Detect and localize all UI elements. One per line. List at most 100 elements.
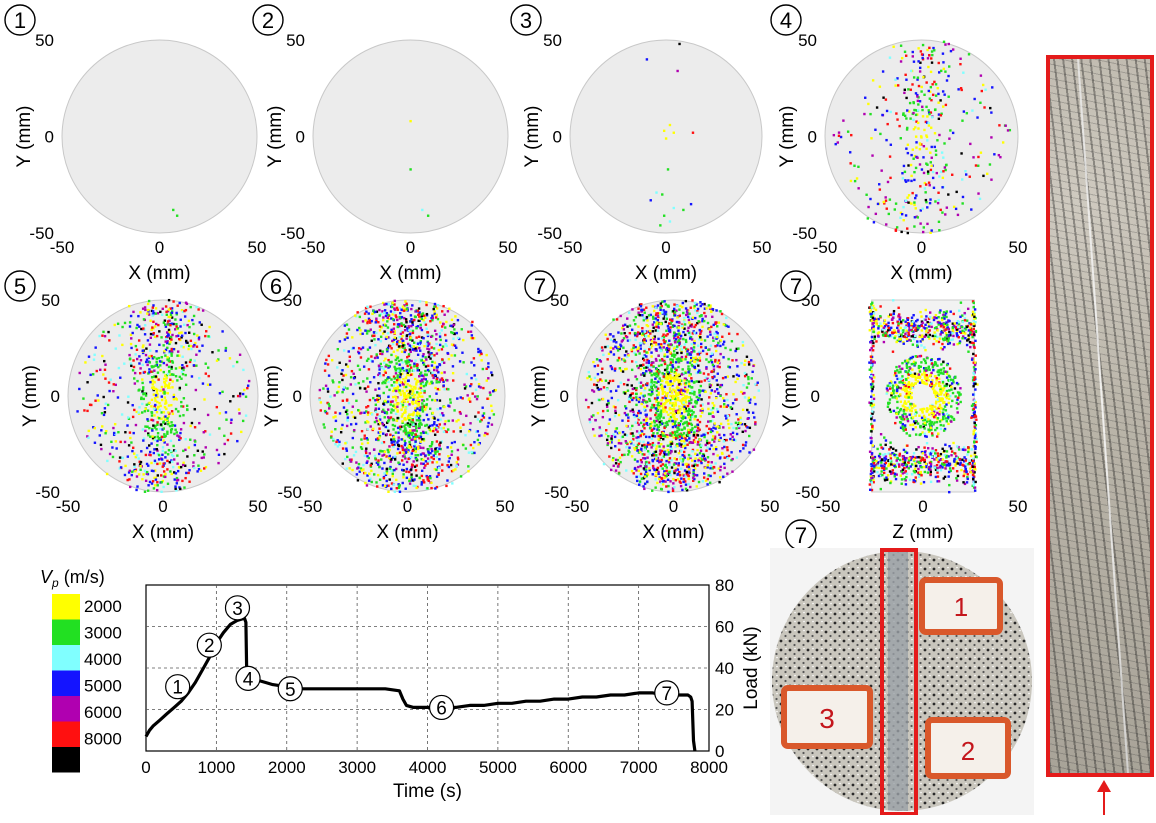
ae-event-point — [912, 118, 915, 122]
ae-event-point — [230, 418, 233, 421]
ae-event-point — [401, 420, 404, 423]
ae-event-point — [687, 380, 691, 383]
ae-event-point — [329, 395, 332, 398]
ae-event-point — [702, 454, 706, 457]
ae-event-point — [664, 480, 667, 483]
ae-event-point — [445, 387, 449, 391]
ae-event-point — [406, 450, 409, 454]
ae-event-point — [418, 445, 421, 448]
ae-event-point — [134, 344, 138, 348]
ae-event-point — [654, 343, 658, 346]
ae-event-point — [384, 324, 388, 327]
ae-event-point — [148, 355, 151, 358]
ae-event-point — [754, 421, 757, 424]
ae-event-point — [192, 332, 196, 336]
ae-event-point — [688, 402, 691, 405]
ae-event-point — [172, 208, 175, 212]
ae-event-point — [652, 406, 656, 409]
ae-event-point — [901, 172, 904, 175]
ae-event-point — [135, 454, 139, 457]
ae-event-point — [662, 416, 665, 419]
ae-event-point — [671, 394, 675, 398]
ae-event-point — [187, 344, 191, 348]
ae-event-point — [148, 361, 152, 364]
ae-event-point — [710, 361, 714, 364]
ae-event-point — [338, 412, 342, 415]
ae-event-point — [393, 377, 396, 380]
ae-event-point — [401, 305, 405, 308]
ae-event-point — [426, 460, 430, 464]
ae-event-point — [663, 300, 666, 303]
ae-event-point — [201, 344, 204, 347]
ae-event-point — [692, 439, 696, 442]
ae-event-point — [133, 382, 137, 385]
ae-event-point — [692, 474, 695, 477]
ae-event-point — [607, 399, 610, 403]
ae-event-point — [923, 181, 927, 185]
ae-event-point — [719, 344, 722, 348]
ae-event-point — [484, 431, 487, 435]
ae-event-point — [676, 316, 679, 319]
ae-event-point — [370, 462, 373, 466]
ae-event-point — [153, 435, 157, 439]
ae-event-point — [937, 198, 940, 202]
ae-event-point — [160, 395, 163, 398]
ae-event-point — [691, 405, 695, 408]
ae-event-point — [411, 419, 414, 422]
ae-event-point — [367, 368, 371, 371]
ae-event-point — [163, 433, 166, 436]
ae-event-point — [690, 409, 694, 412]
ae-event-point — [425, 312, 429, 316]
ae-event-point — [687, 367, 690, 371]
ae-event-point — [152, 365, 155, 368]
ae-event-point — [416, 342, 420, 345]
ae-event-point — [400, 330, 403, 333]
ae-event-point — [678, 442, 681, 445]
ae-event-point — [165, 341, 169, 345]
ae-event-point — [923, 187, 927, 190]
ae-event-point — [725, 316, 728, 320]
ae-event-point — [374, 407, 378, 410]
ae-event-point — [689, 422, 693, 425]
ae-event-point — [989, 106, 992, 110]
ae-event-point — [659, 451, 662, 454]
ae-event-point — [243, 388, 246, 392]
ae-event-point — [387, 408, 390, 411]
ae-event-point — [672, 331, 676, 334]
ae-event-point — [128, 353, 131, 357]
y-tick-label: 50 — [41, 291, 60, 310]
ae-event-point — [677, 360, 680, 363]
ae-event-point — [395, 315, 398, 319]
y-tick-label: -50 — [29, 224, 54, 243]
ae-event-point — [924, 198, 928, 202]
ae-event-point — [716, 365, 719, 368]
ae-event-point — [382, 402, 385, 406]
ae-event-point — [432, 427, 436, 430]
ae-event-point — [694, 331, 698, 335]
ae-event-point — [479, 386, 482, 389]
ae-event-point — [408, 370, 411, 373]
ae-event-point — [437, 472, 440, 475]
ae-event-point — [455, 461, 459, 464]
ae-event-point — [377, 419, 380, 422]
ae-event-point — [641, 373, 645, 376]
ae-event-point — [415, 457, 418, 461]
ae-event-point — [414, 454, 417, 457]
ae-event-point — [469, 443, 473, 447]
ae-event-point — [601, 349, 604, 352]
ae-event-point — [637, 465, 640, 469]
ae-event-point — [344, 373, 348, 377]
ae-event-point — [388, 448, 391, 452]
ae-event-point — [667, 453, 670, 456]
ae-event-point — [681, 434, 684, 437]
ae-event-point — [426, 347, 429, 350]
ae-event-point — [927, 65, 930, 69]
ae-event-point — [666, 448, 670, 452]
ae-event-point — [941, 186, 944, 189]
ae-event-point — [593, 376, 597, 380]
ae-event-point — [163, 390, 166, 394]
ae-event-point — [915, 120, 918, 123]
ae-event-point — [407, 328, 411, 331]
ae-event-point — [414, 416, 418, 419]
ae-event-point — [424, 378, 427, 381]
